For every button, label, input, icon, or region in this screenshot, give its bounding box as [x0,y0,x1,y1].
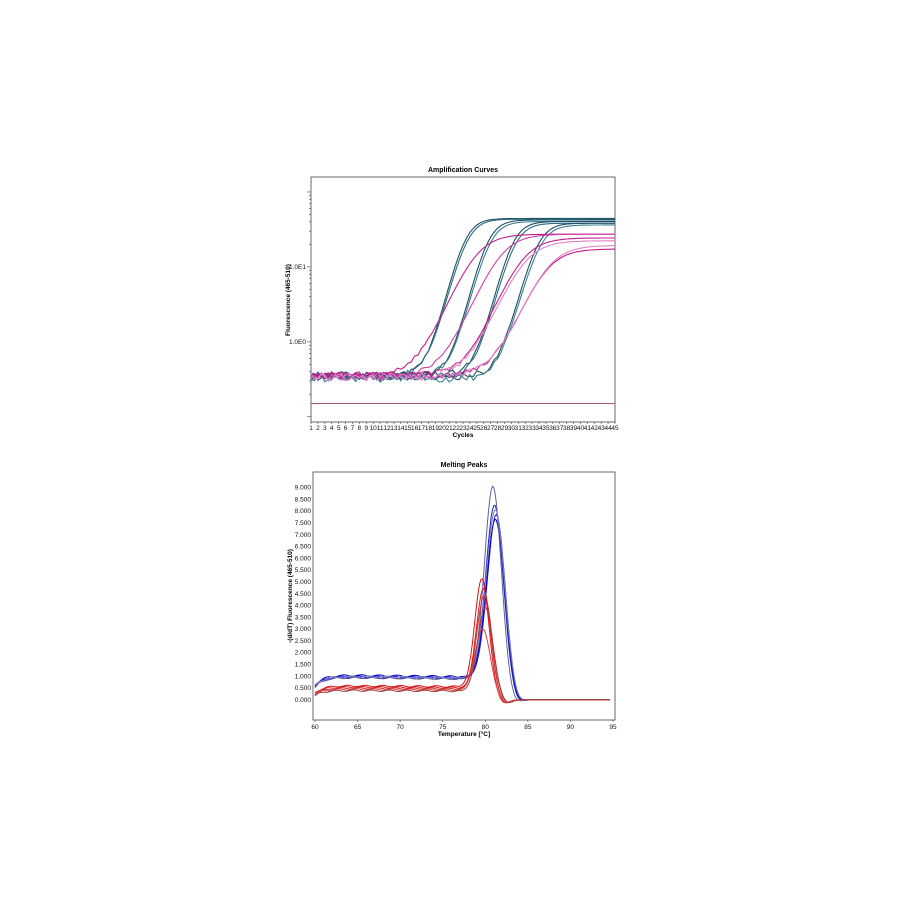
y-tick-label: 8.000 [295,508,312,515]
x-tick-label: 60 [311,724,319,731]
y-tick-label: 7.500 [295,520,312,527]
x-tick-label: 41 [584,425,592,432]
amplification-curve-magenta-6 [310,245,615,382]
x-tick-label: 65 [354,724,362,731]
x-tick-label: 1 [309,425,313,432]
y-tick-label: 1.500 [295,662,312,669]
x-tick-label: 11 [377,425,384,432]
y-tick-label: 4.500 [295,591,312,598]
amplification-plot-frame [310,176,616,423]
melting-curve-red-5 [314,606,610,704]
amplification-y-label: Fluorescence (465-510) [285,264,292,336]
x-tick-label: 25 [473,425,481,432]
x-tick-label: 12 [383,425,391,432]
y-tick-label: 2.500 [295,638,312,645]
x-tick-label: 80 [482,724,490,731]
y-tick-label: 4.000 [295,603,312,610]
y-tick-label: 3.000 [295,626,312,633]
x-tick-label: 19 [432,425,440,432]
x-tick-label: 26 [480,425,488,432]
x-tick-label: 23 [459,425,467,432]
x-tick-label: 45 [611,425,619,432]
x-tick-label: 6 [344,425,348,432]
y-tick-label: 3.500 [295,614,312,621]
x-tick-label: 40 [577,425,585,432]
x-tick-label: 30 [508,425,516,432]
y-tick-label: 0.500 [295,685,312,692]
x-tick-label: 36 [549,425,557,432]
y-tick-label: 8.500 [295,496,312,503]
x-tick-label: 2 [316,425,320,432]
x-tick-label: 21 [446,425,454,432]
y-tick-label: 1.000 [295,673,312,680]
melting-x-label: Temperature [°C] [438,730,490,738]
x-tick-label: 24 [466,425,474,432]
x-tick-label: 35 [542,425,550,432]
x-tick-label: 28 [494,425,502,432]
x-tick-label: 10 [370,425,378,432]
melting-title: Melting Peaks [441,462,488,469]
x-tick-label: 8 [358,425,362,432]
x-tick-label: 15 [404,425,412,432]
y-tick-label: 6.500 [295,544,312,551]
x-tick-label: 31 [515,425,523,432]
x-tick-label: 5 [337,425,341,432]
x-tick-label: 44 [604,425,612,432]
x-tick-label: 13 [390,425,398,432]
x-tick-label: 18 [425,425,433,432]
x-tick-label: 42 [591,425,599,432]
y-tick-label: 1.0E1 [289,264,306,271]
amplification-curve-teal-3 [310,219,615,382]
x-tick-label: 29 [501,425,509,432]
y-tick-label: 7.000 [295,532,312,539]
y-tick-label: 6.000 [295,555,312,562]
x-tick-label: 32 [522,425,530,432]
x-tick-label: 14 [397,425,405,432]
x-tick-label: 22 [452,425,460,432]
y-tick-label: 9.000 [295,485,312,492]
y-tick-label: 5.000 [295,579,312,586]
x-tick-label: 95 [609,724,617,731]
y-tick-label: 1.0E0 [289,339,306,346]
x-tick-label: 70 [397,724,405,731]
x-tick-label: 27 [487,425,495,432]
y-tick-label: 2.000 [295,650,312,657]
x-tick-label: 7 [351,425,355,432]
x-tick-label: 33 [528,425,536,432]
x-tick-label: 3 [323,425,327,432]
amplification-curve-teal-8 [310,224,615,383]
x-tick-label: 20 [439,425,447,432]
amplification-x-label: Cycles [453,432,474,439]
y-tick-label: 5.500 [295,567,312,574]
x-tick-label: 17 [418,425,426,432]
amplification-title: Amplification Curves [428,167,498,174]
x-tick-label: 38 [563,425,571,432]
x-tick-label: 4 [330,425,334,432]
x-tick-label: 90 [567,724,575,731]
x-tick-label: 75 [439,724,447,731]
x-tick-label: 9 [364,425,368,432]
melting-chart: Melting Peaks 0.000 0.500 1.000 1.500 2.000 2… [287,462,617,738]
y-tick-label: 0.000 [295,697,312,704]
x-tick-label: 85 [524,724,532,731]
x-tick-label: 39 [570,425,578,432]
amplification-curve-magenta-4 [310,240,615,382]
x-tick-label: 16 [411,425,419,432]
melting-y-label: -(d/dT) Fluorescence (465-510) [287,549,294,643]
x-tick-label: 37 [556,425,564,432]
x-tick-label: 43 [598,425,606,432]
x-tick-label: 34 [535,425,543,432]
